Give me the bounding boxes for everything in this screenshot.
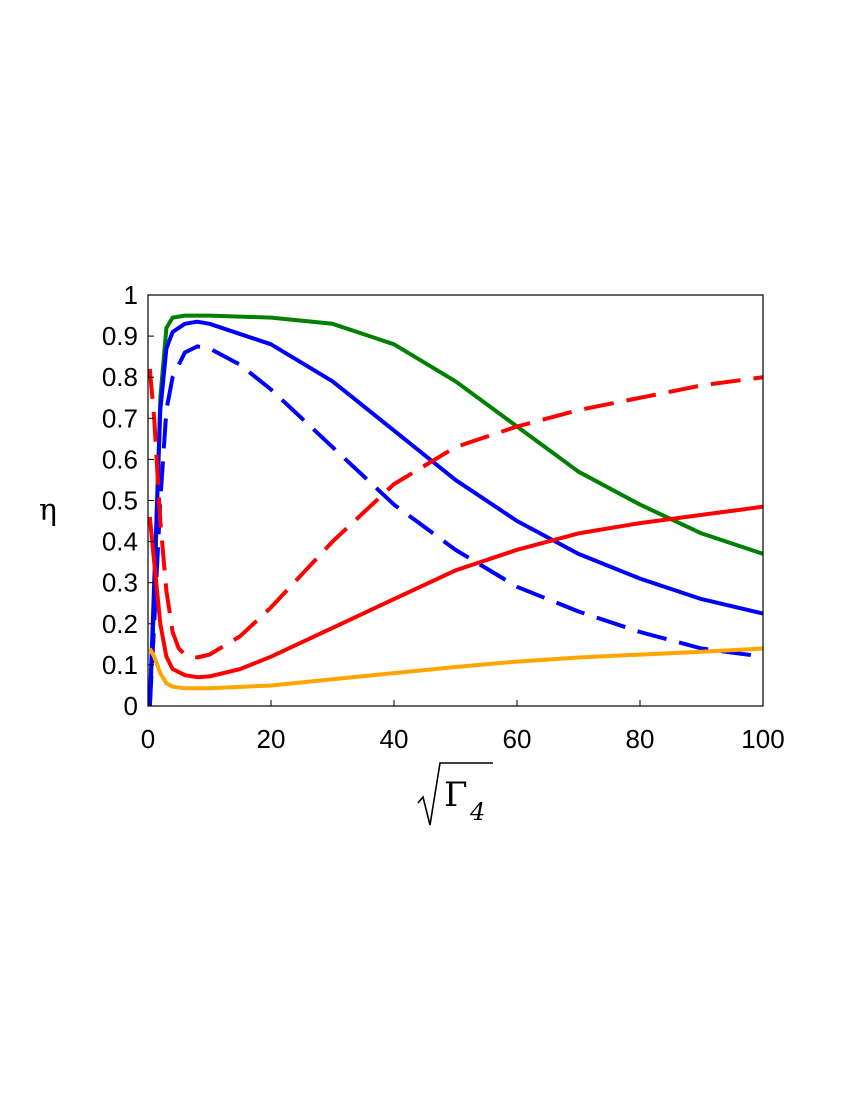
series-line-5 xyxy=(147,504,764,680)
x-tick-label: 0 xyxy=(141,724,155,754)
y-axis-label: η xyxy=(39,493,57,528)
tick-marks xyxy=(147,294,764,707)
y-tick-label: 0 xyxy=(124,691,138,721)
y-tick-label: 0.7 xyxy=(102,403,138,433)
plot-frame xyxy=(147,294,764,707)
y-tick-label: 0.5 xyxy=(102,486,138,516)
sqrt-radical xyxy=(417,762,493,826)
x-tick-label: 60 xyxy=(503,724,532,754)
x-tick-label: 40 xyxy=(380,724,409,754)
y-tick-label: 0.8 xyxy=(102,362,138,392)
x-tick-label: 80 xyxy=(626,724,655,754)
series-line-1 xyxy=(147,313,764,707)
y-tick-label: 0.1 xyxy=(102,650,138,680)
series-line-3 xyxy=(147,344,764,707)
plot-lines xyxy=(147,313,764,707)
y-tick-label: 0.9 xyxy=(102,321,138,351)
y-tick-label: 0.2 xyxy=(102,609,138,639)
y-tick-label: 0.6 xyxy=(102,444,138,474)
series-line-4 xyxy=(147,368,764,660)
series-line-6 xyxy=(148,646,764,691)
y-tick-label: 0.4 xyxy=(102,527,138,557)
x-tick-label: 20 xyxy=(257,724,286,754)
series-line-2 xyxy=(147,319,764,707)
y-tick-label: 1 xyxy=(124,280,138,310)
x-axis-symbol: Γ xyxy=(444,775,468,815)
y-tick-label: 0.3 xyxy=(102,568,138,598)
x-axis-subscript: 4 xyxy=(469,798,485,826)
x-tick-label: 100 xyxy=(741,724,784,754)
tick-labels: 0 20 40 60 80 100 0 0.1 0.2 0.3 0.4 0.5 0.6 0.7 0.8 0.9… xyxy=(102,280,785,754)
x-axis-label: Γ 4 xyxy=(417,762,493,826)
